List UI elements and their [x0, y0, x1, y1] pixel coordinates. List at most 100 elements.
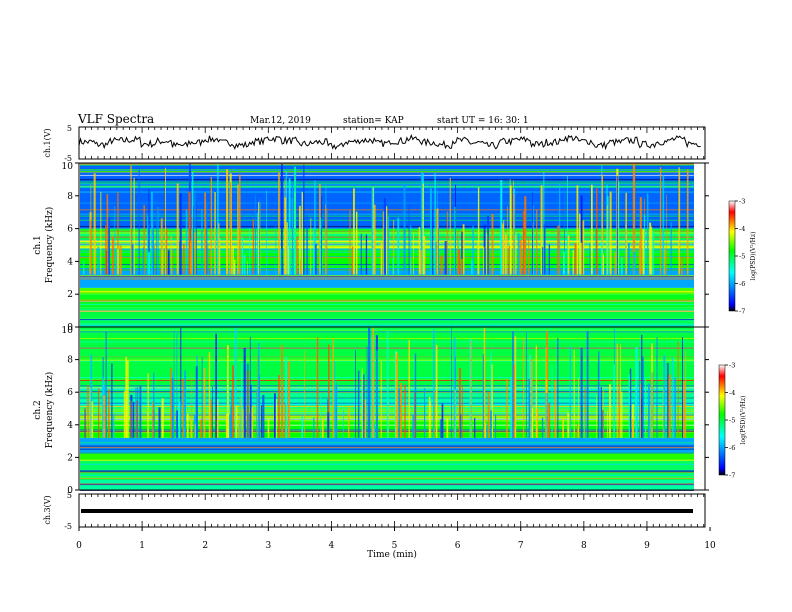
spectrogram-line: [80, 171, 694, 172]
spectrogram-line: [80, 182, 694, 184]
spectrogram-streak: [126, 360, 129, 438]
spectrogram-streak: [135, 387, 137, 438]
spectrogram-streak: [469, 338, 472, 438]
spectrogram-line: [80, 463, 694, 465]
spectrogram-line: [80, 447, 694, 449]
spectrogram-streak: [618, 181, 620, 275]
spectrogram-streak: [634, 164, 636, 275]
spectrogram-streak: [83, 260, 85, 275]
spectrogram-streak: [371, 187, 374, 275]
spectrogram-streak: [633, 251, 636, 275]
ch2-spectrogram-channel-label: ch.2: [33, 400, 43, 419]
spectrogram-streak: [528, 237, 530, 275]
spectrogram-streak: [288, 248, 290, 275]
spectrogram-streak: [303, 164, 305, 275]
spectrogram-streak: [113, 415, 115, 438]
ch3-waveform-trace: [81, 509, 693, 513]
spectrogram-streak: [286, 222, 288, 275]
spectrogram-streak: [674, 377, 676, 438]
spectrogram-streak: [433, 329, 435, 438]
spectrogram-streak: [483, 327, 486, 438]
spectrogram-line: [80, 309, 694, 311]
ch1-colorbar-label: log(PSD)(V²/Hz): [750, 232, 757, 281]
spectrogram-streak: [601, 241, 603, 275]
spectrogram-streak: [179, 241, 181, 275]
spectrogram-streak: [137, 387, 139, 438]
time-tick-label: 10: [704, 541, 716, 551]
spectrogram-streak: [444, 241, 447, 275]
spectrogram-streak: [514, 336, 517, 438]
time-tick-label: 1: [139, 541, 145, 551]
spectrogram-streak: [117, 248, 119, 275]
spectrogram-streak: [513, 180, 514, 275]
ch1-colorbar: -3 -4 -5 -6 -7 log(PSD)(V²/Hz): [728, 198, 757, 316]
spectrogram-streak: [395, 353, 398, 438]
spectrogram-streak: [152, 220, 154, 275]
spectrogram-streak: [119, 245, 122, 275]
spectrogram-streak: [454, 206, 456, 275]
spectrogram-streak: [325, 204, 326, 275]
ch1-waveform-line: [78, 134, 701, 151]
spectrogram-streak: [490, 410, 492, 438]
spectrogram-streak: [535, 345, 537, 438]
spectrogram-streak: [219, 239, 221, 275]
spectrogram-streak: [645, 378, 647, 438]
spectrogram-streak: [186, 413, 189, 438]
spectrogram-streak: [501, 223, 504, 275]
spectrogram-streak: [528, 378, 530, 438]
spectrogram-streak: [234, 327, 237, 438]
spectrogram-streak: [115, 252, 118, 275]
ytick-label: 8: [67, 192, 73, 202]
ch2-spectrogram-image: [80, 327, 705, 491]
spectrogram-streak: [200, 419, 202, 438]
ch1-waveform-ticks: [78, 127, 705, 159]
spectrogram-streak: [430, 401, 432, 438]
spectrogram-streak: [487, 391, 490, 438]
spectrogram-band: [80, 287, 694, 295]
spectrogram-streak: [635, 392, 638, 438]
spectrogram-line: [80, 458, 694, 460]
spectrogram-streak: [320, 393, 321, 438]
spectrogram-streak: [380, 361, 382, 438]
spectrogram-streak: [529, 355, 531, 438]
spectrogram-line: [80, 299, 694, 301]
spectrogram-streak: [577, 424, 580, 438]
spectrogram-streak: [371, 335, 373, 438]
spectrogram-streak: [249, 336, 251, 438]
spectrogram-line: [80, 169, 694, 171]
spectrogram-streak: [557, 338, 559, 438]
spectrogram-streak: [486, 424, 488, 438]
spectrogram-line: [80, 164, 694, 165]
spectrogram-streak: [93, 173, 96, 275]
spectrogram-streak: [449, 177, 451, 275]
spectrogram-line: [80, 191, 694, 193]
time-axis-label: Time (min): [367, 549, 417, 560]
spectrogram-streak: [523, 337, 525, 438]
spectrogram-streak: [239, 423, 240, 438]
spectrogram-streak: [114, 206, 116, 275]
spectrogram-streak: [251, 406, 254, 438]
spectrogram-streak: [607, 411, 608, 438]
spectrogram-streak: [191, 217, 193, 275]
spectrogram-streak: [572, 250, 574, 275]
spectrogram-streak: [342, 409, 344, 438]
spectrogram-streak: [366, 345, 368, 438]
spectrogram-streak: [441, 403, 444, 438]
spectrogram-streak: [239, 174, 241, 275]
spectrogram-line: [80, 478, 694, 479]
spectrogram-streak: [278, 172, 280, 275]
spectrogram-streak: [252, 219, 254, 275]
spectrogram-streak: [462, 224, 465, 275]
spectrogram-streak: [609, 384, 611, 438]
spectrogram-streak: [125, 357, 127, 438]
spectrogram-streak: [267, 418, 270, 438]
ch1-spectrogram-yticks: 0 2 4 6 8 10: [62, 162, 709, 333]
spectrogram-streak: [542, 247, 544, 275]
spectrogram-streak: [430, 188, 432, 275]
spectrogram-streak: [504, 234, 507, 275]
spectrogram-streak: [152, 401, 154, 438]
spectrogram-streak: [414, 353, 417, 438]
spectrogram-line: [80, 452, 694, 454]
spectrogram-line: [80, 275, 694, 276]
date-label: Mar.12, 2019: [250, 116, 311, 126]
